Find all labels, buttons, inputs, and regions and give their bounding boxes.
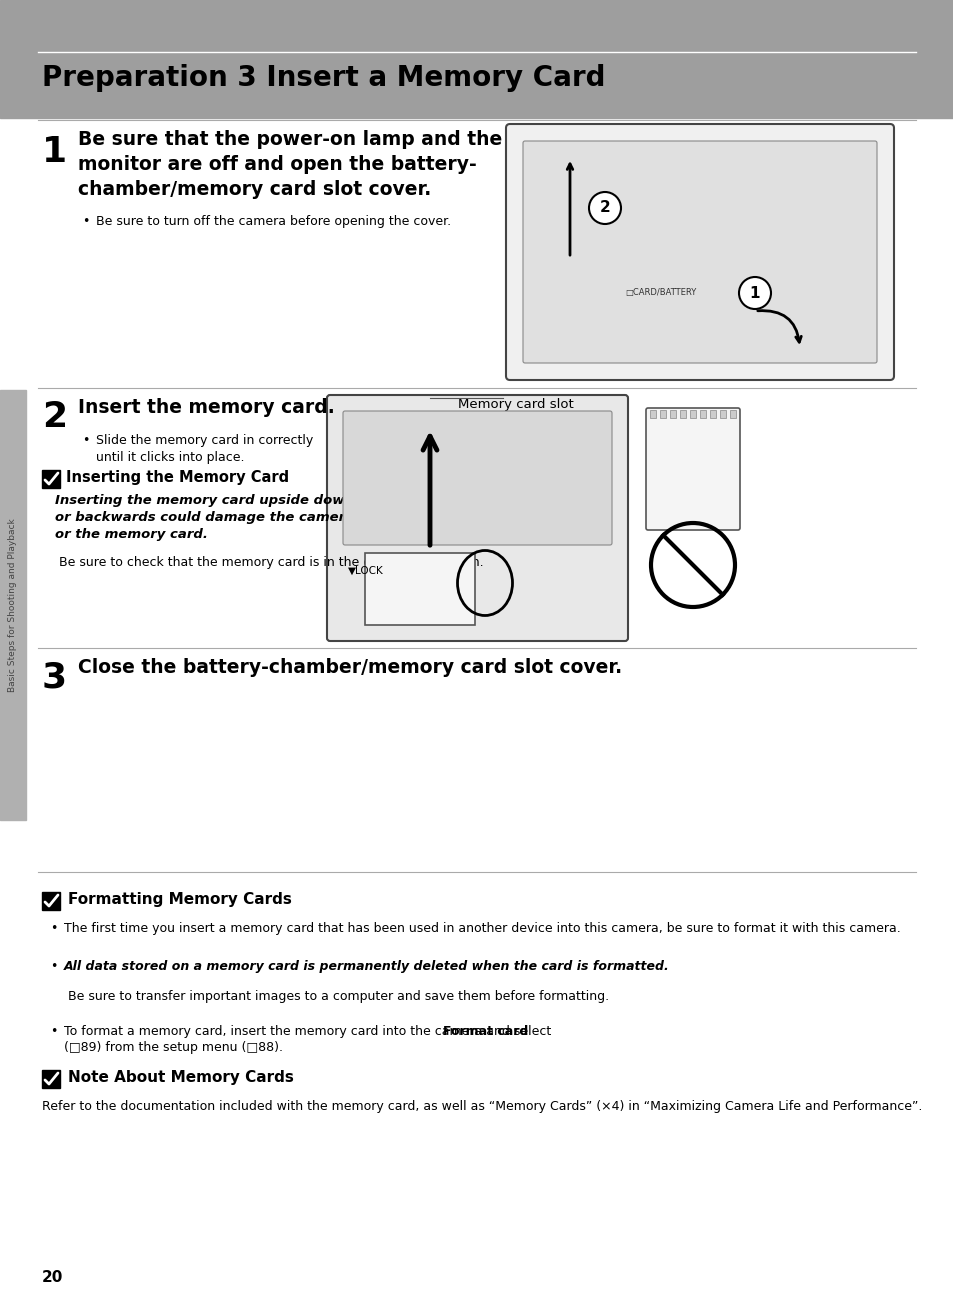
Bar <box>0 0 953 118</box>
Text: 2: 2 <box>42 399 67 434</box>
Text: Inserting the Memory Card: Inserting the Memory Card <box>66 470 289 485</box>
Bar <box>0 390 26 820</box>
Bar <box>700 410 705 418</box>
Text: Be sure to check that the memory card is in the correct orientation.: Be sure to check that the memory card is… <box>55 556 483 569</box>
Bar <box>679 410 685 418</box>
Text: Basic Steps for Shooting and Playback: Basic Steps for Shooting and Playback <box>9 518 17 692</box>
Circle shape <box>588 192 620 223</box>
Bar <box>720 410 725 418</box>
FancyBboxPatch shape <box>327 396 627 641</box>
Text: 1: 1 <box>749 285 760 301</box>
Text: ▼LOCK: ▼LOCK <box>348 566 383 576</box>
Text: chamber/memory card slot cover.: chamber/memory card slot cover. <box>78 180 431 198</box>
Text: Memory card slot: Memory card slot <box>457 398 573 411</box>
Text: Note About Memory Cards: Note About Memory Cards <box>68 1070 294 1085</box>
Bar <box>669 410 676 418</box>
Text: •: • <box>50 961 57 972</box>
Text: Format card: Format card <box>442 1025 527 1038</box>
Text: Inserting the memory card upside down
or backwards could damage the camera
or th: Inserting the memory card upside down or… <box>55 494 354 541</box>
Text: □CARD/BATTERY: □CARD/BATTERY <box>624 289 696 297</box>
Text: •: • <box>50 1025 57 1038</box>
FancyBboxPatch shape <box>522 141 876 363</box>
Text: Refer to the documentation included with the memory card, as well as “Memory Car: Refer to the documentation included with… <box>42 1100 922 1113</box>
Text: To format a memory card, insert the memory card into the camera and select: To format a memory card, insert the memo… <box>64 1025 555 1038</box>
Text: monitor are off and open the battery-: monitor are off and open the battery- <box>78 155 476 173</box>
Text: 2: 2 <box>599 201 610 215</box>
FancyBboxPatch shape <box>343 411 612 545</box>
FancyBboxPatch shape <box>645 409 740 530</box>
Text: Be sure that the power-on lamp and the: Be sure that the power-on lamp and the <box>78 130 501 148</box>
Text: 3: 3 <box>42 660 67 694</box>
Bar <box>42 892 60 911</box>
Bar <box>42 1070 60 1088</box>
Bar <box>42 470 60 487</box>
Text: Formatting Memory Cards: Formatting Memory Cards <box>68 892 292 907</box>
Text: Be sure to turn off the camera before opening the cover.: Be sure to turn off the camera before op… <box>96 215 451 229</box>
Bar <box>729 410 735 418</box>
Text: •: • <box>82 215 90 229</box>
Circle shape <box>739 277 770 309</box>
Text: All data stored on a memory card is permanently deleted when the card is formatt: All data stored on a memory card is perm… <box>64 961 669 972</box>
Text: •: • <box>82 434 90 447</box>
Bar <box>689 410 696 418</box>
Text: The first time you insert a memory card that has been used in another device int: The first time you insert a memory card … <box>64 922 900 936</box>
Text: Be sure to transfer important images to a computer and save them before formatti: Be sure to transfer important images to … <box>64 989 608 1003</box>
Text: •: • <box>50 922 57 936</box>
Text: Insert the memory card.: Insert the memory card. <box>78 398 335 417</box>
Bar <box>649 410 656 418</box>
Text: 20: 20 <box>42 1271 63 1285</box>
Text: Close the battery-chamber/memory card slot cover.: Close the battery-chamber/memory card sl… <box>78 658 621 677</box>
Bar <box>709 410 716 418</box>
Bar <box>659 410 665 418</box>
Text: Slide the memory card in correctly
until it clicks into place.: Slide the memory card in correctly until… <box>96 434 313 464</box>
FancyBboxPatch shape <box>365 553 475 625</box>
Text: Preparation 3 Insert a Memory Card: Preparation 3 Insert a Memory Card <box>42 64 605 92</box>
Text: 1: 1 <box>42 135 67 170</box>
FancyBboxPatch shape <box>505 124 893 380</box>
Text: (□89) from the setup menu (□88).: (□89) from the setup menu (□88). <box>64 1041 283 1054</box>
